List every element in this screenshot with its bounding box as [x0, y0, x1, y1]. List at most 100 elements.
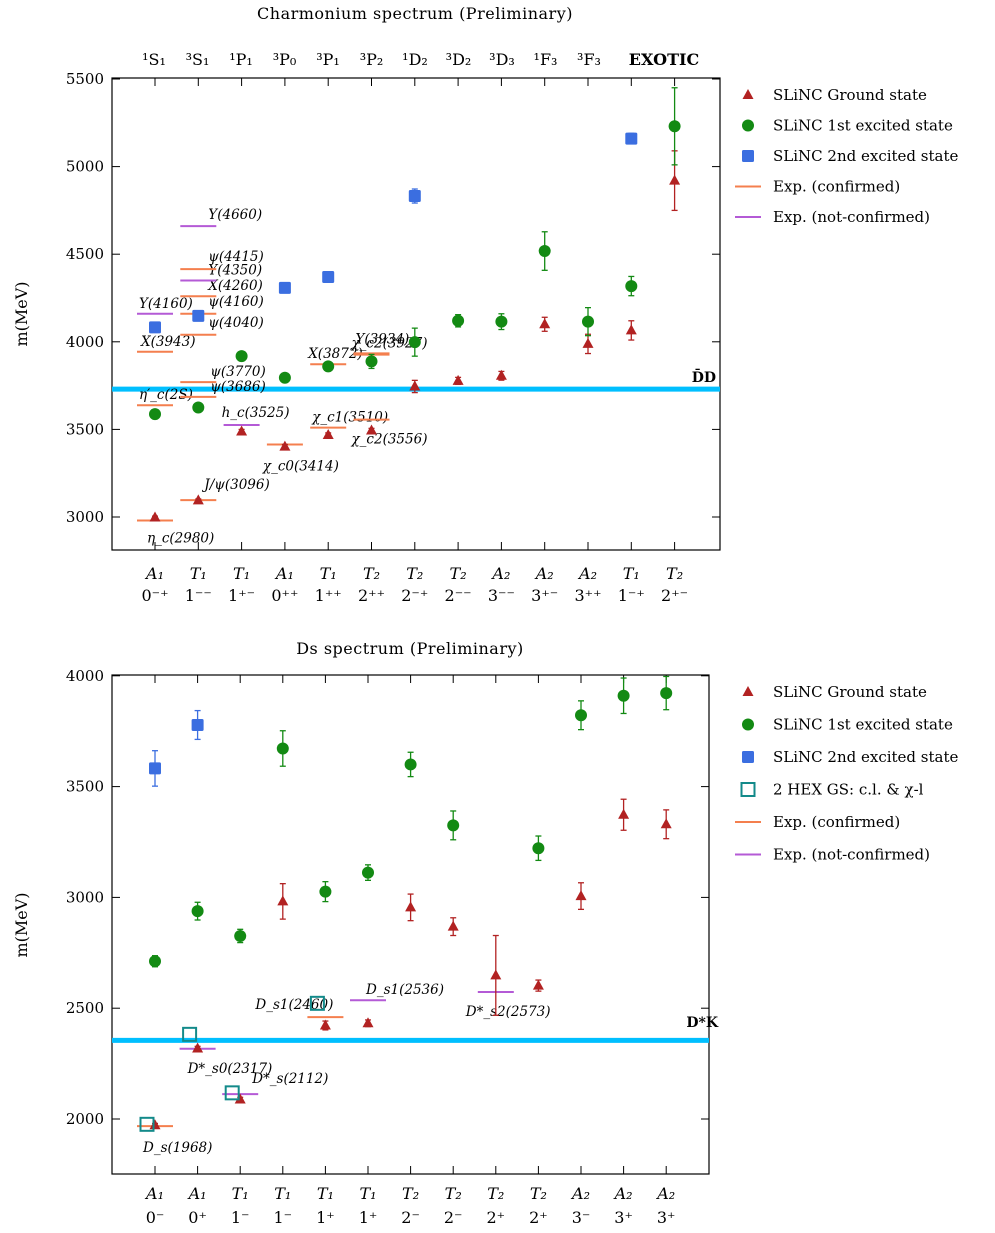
- y-tick-label: 4500: [66, 245, 104, 263]
- experimental-label: D*_s2(2573): [465, 1004, 551, 1020]
- ds-chart: Ds spectrum (Preliminary) m(MeV) 2000 250…: [12, 639, 958, 1227]
- excited1-point: [408, 336, 421, 349]
- x-irrep-label: A₂: [490, 564, 510, 583]
- legend-swatch-ground: [742, 686, 754, 696]
- x-irrep-label: T₂: [402, 1184, 419, 1203]
- x-irrep-label: T₂: [487, 1184, 504, 1203]
- excited1-point: [234, 929, 247, 942]
- y-tick-label: 3000: [66, 888, 104, 906]
- x-jpc-label: 2⁻: [444, 1208, 463, 1227]
- x-jpc-label: 1⁻⁺: [618, 586, 645, 605]
- chart2-threshold-line: D*K: [112, 1015, 719, 1043]
- legend-label: SLiNC 1st excited state: [773, 117, 953, 135]
- ground-point: [495, 369, 507, 380]
- experimental-label: χ_c2(3556): [351, 432, 428, 448]
- hex-point: [182, 1026, 198, 1042]
- quantum-number-label: ³P₁: [316, 50, 340, 69]
- chart2-y-axis: 2000 2500 3000 3500 4000: [66, 667, 709, 1128]
- legend-label: Exp. (confirmed): [773, 813, 900, 831]
- x-irrep-label: T₂: [445, 1184, 462, 1203]
- experimental-label: D*_s(2112): [251, 1071, 328, 1087]
- x-jpc-label: 3⁻⁻: [488, 586, 515, 605]
- excited1-point: [532, 842, 545, 855]
- excited1-point: [447, 819, 460, 832]
- chart2-experimental-levels: D_s(1968)D*_s0(2317)D*_s(2112)D_s1(2460)…: [137, 982, 551, 1156]
- ground-point: [319, 1019, 331, 1030]
- ground-point: [452, 374, 464, 385]
- hex-point: [309, 995, 325, 1011]
- excited1-point: [575, 709, 587, 722]
- excited1-point: [452, 314, 465, 327]
- x-irrep-label: A₁: [274, 564, 294, 583]
- x-irrep-label: A₂: [655, 1184, 675, 1203]
- x-jpc-label: 2⁻: [401, 1208, 420, 1227]
- quantum-number-label: ³P₂: [360, 50, 384, 69]
- x-jpc-label: 1⁻: [273, 1208, 292, 1227]
- ground-point: [625, 324, 637, 335]
- quantum-number-label: EXOTIC: [629, 50, 699, 69]
- x-jpc-label: 3⁺⁻: [531, 586, 558, 605]
- x-jpc-label: 3⁺: [614, 1208, 633, 1227]
- legend-label: Exp. (confirmed): [773, 178, 900, 196]
- excited1-point: [362, 866, 374, 879]
- excited1-point: [495, 315, 508, 328]
- x-irrep-label: A₁: [144, 1184, 164, 1203]
- excited1-point: [668, 120, 681, 133]
- experimental-label: Y(4350): [208, 262, 262, 278]
- legend-swatch-ground: [742, 89, 754, 99]
- x-jpc-label: 1⁻: [231, 1208, 250, 1227]
- x-irrep-label: T₁: [190, 564, 207, 583]
- y-tick-label: 4000: [66, 333, 104, 351]
- y-tick-label: 5500: [66, 70, 104, 88]
- x-jpc-label: 0⁺⁺: [271, 586, 298, 605]
- quantum-number-label: ³D₃: [489, 50, 515, 69]
- ground-point: [660, 818, 672, 829]
- quantum-number-label: ³S₁: [186, 50, 210, 69]
- ground-point: [575, 890, 587, 901]
- legend-label: SLiNC 2nd excited state: [773, 147, 958, 165]
- excited1-point: [235, 350, 248, 363]
- chart2-plot-frame: [111, 674, 710, 1175]
- legend-label: SLiNC Ground state: [773, 683, 927, 701]
- x-irrep-label: T₂: [450, 564, 467, 583]
- x-irrep-label: T₂: [406, 564, 423, 583]
- experimental-label: X(3872): [307, 346, 363, 362]
- x-jpc-label: 1⁺⁻: [228, 586, 255, 605]
- excited2-point: [149, 321, 161, 334]
- chart2-x-axis: A₁ 0⁻ A₁ 0⁺ T₁ 1⁻ T₁ 1⁻ T₁ 1⁺ T₁ 1⁺ T₂ 2⁻ T₂ 2⁻ T₂ 2⁺ T₂ 2⁺…: [144, 675, 676, 1227]
- ground-point: [539, 318, 551, 329]
- chart1-legend: SLiNC Ground state SLiNC 1st excited stat…: [735, 86, 958, 226]
- ground-point: [447, 920, 459, 931]
- legend-label: Exp. (not-confirmed): [773, 846, 930, 864]
- y-tick-label: 5000: [66, 158, 104, 176]
- x-irrep-label: A₂: [534, 564, 554, 583]
- experimental-label: η′_c(2S): [139, 387, 193, 403]
- chart2-lattice-series: [139, 675, 673, 1132]
- ground-point: [279, 440, 291, 451]
- excited1-point: [538, 245, 551, 258]
- x-irrep-label: T₂: [666, 564, 683, 583]
- x-irrep-label: A₂: [577, 564, 597, 583]
- chart1-quantum-labels: ¹S₁ ³S₁ ¹P₁ ³P₀ ³P₁ ³P₂ ¹D₂ ³D₂ ³D₃ ¹F₃ ³F₃ EXOTIC: [142, 50, 699, 69]
- x-jpc-label: 1⁻⁻: [185, 586, 212, 605]
- experimental-label: D*_s0(2317): [187, 1061, 273, 1077]
- ground-point: [192, 1042, 204, 1053]
- ground-point: [277, 895, 289, 906]
- ground-point: [192, 494, 204, 505]
- hex-point: [139, 1116, 155, 1132]
- chart1-ylabel: m(MeV): [12, 281, 31, 346]
- chart1-plot-frame: [111, 77, 721, 551]
- experimental-label: ψ(3686): [210, 379, 265, 395]
- legend-swatch-hex: [740, 782, 756, 797]
- ground-point: [366, 424, 377, 435]
- ground-point: [322, 429, 334, 440]
- ground-point: [490, 969, 502, 980]
- excited1-point: [625, 280, 638, 293]
- excited2-point: [149, 762, 161, 775]
- ground-point: [149, 1119, 161, 1130]
- x-irrep-label: T₁: [232, 1184, 249, 1203]
- quantum-number-label: ¹P₁: [229, 50, 253, 69]
- chart1-experimental-levels: η_c(2980) η′_c(2S) X(3943) Y(4160) J/ψ(3096)…: [137, 207, 428, 547]
- experimental-label: χ_c1(3510): [311, 410, 388, 426]
- experimental-label: ψ(4040): [208, 315, 263, 331]
